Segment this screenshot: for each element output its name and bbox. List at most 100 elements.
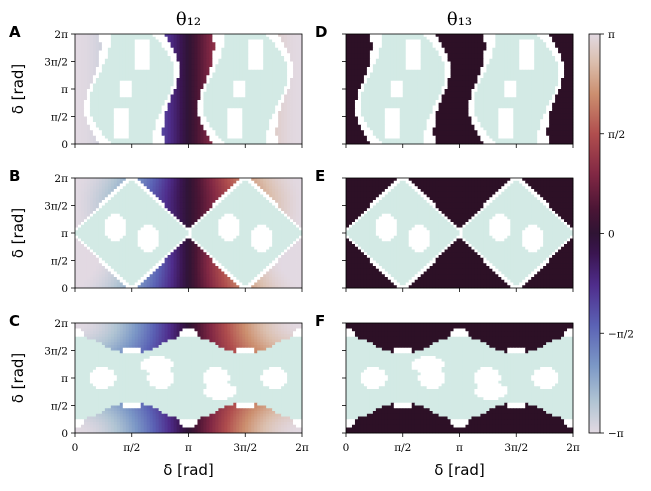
heatmap-cell: [101, 67, 106, 71]
heatmap-cell: [230, 178, 234, 182]
heatmap-cell: [296, 105, 300, 109]
heatmap-cell: [221, 91, 225, 95]
heatmap-cell: [113, 36, 118, 40]
heatmap-cell: [287, 208, 291, 212]
heatmap-cell: [191, 116, 195, 120]
heatmap-cell: [299, 205, 303, 209]
heatmap-cell: [167, 216, 171, 220]
heatmap-cell: [170, 56, 174, 60]
heatmap-cell: [98, 138, 103, 142]
heatmap-cell: [260, 58, 264, 62]
heatmap-cell: [275, 191, 279, 195]
heatmap-cell: [75, 50, 79, 54]
heatmap-cell: [140, 230, 145, 234]
heatmap-cell: [230, 89, 234, 93]
heatmap-cell: [287, 211, 291, 215]
heatmap-cell: [257, 69, 261, 73]
heatmap-cell: [155, 244, 160, 248]
heatmap-cell: [296, 53, 300, 57]
heatmap-cell: [299, 67, 303, 71]
heatmap-cell: [275, 111, 279, 115]
heatmap-cell: [272, 45, 276, 49]
heatmap-cell: [254, 191, 258, 195]
heatmap-cell: [113, 208, 118, 212]
heatmap-cell: [134, 58, 139, 62]
heatmap-cell: [245, 224, 249, 228]
heatmap-cell: [170, 178, 174, 182]
heatmap-cell: [182, 219, 186, 223]
heatmap-cell: [200, 86, 204, 90]
heatmap-cell: [146, 138, 151, 142]
heatmap-cell: [275, 80, 279, 84]
heatmap-cell: [146, 202, 151, 206]
heatmap-cell: [182, 119, 186, 123]
heatmap-cell: [167, 180, 171, 184]
heatmap-cell: [242, 124, 246, 128]
heatmap-cell: [275, 113, 279, 117]
heatmap-cell: [92, 205, 97, 209]
heatmap-cell: [254, 233, 258, 237]
heatmap-cell: [206, 241, 210, 245]
heatmap-cell: [86, 178, 91, 182]
heatmap-cell: [77, 124, 82, 128]
heatmap-cell: [86, 211, 91, 215]
heatmap-cell: [137, 69, 142, 73]
heatmap-cell: [263, 213, 267, 217]
heatmap-cell: [86, 42, 91, 46]
heatmap-cell: [197, 224, 201, 228]
heatmap-cell: [77, 208, 82, 212]
heatmap-cell: [125, 230, 130, 234]
heatmap-cell: [299, 100, 303, 104]
heatmap-cell: [164, 80, 168, 84]
heatmap-cell: [155, 130, 160, 134]
heatmap-cell: [119, 75, 124, 79]
heatmap-cell: [191, 111, 195, 115]
heatmap-cell: [95, 202, 100, 206]
heatmap-cell: [104, 219, 109, 223]
heatmap-cell: [77, 197, 82, 201]
heatmap-cell: [230, 64, 234, 68]
heatmap-cell: [269, 78, 273, 82]
heatmap-cell: [107, 238, 112, 242]
heatmap-cell: [197, 105, 201, 109]
heatmap-cell: [191, 61, 195, 65]
heatmap-cell: [290, 56, 294, 60]
heatmap-cell: [188, 235, 192, 239]
heatmap-cell: [155, 216, 160, 220]
heatmap-cell: [206, 244, 210, 248]
heatmap-cell: [104, 189, 109, 193]
heatmap-cell: [296, 178, 300, 182]
heatmap-cell: [101, 116, 106, 120]
heatmap-cell: [113, 180, 118, 184]
heatmap-cell: [131, 216, 136, 220]
heatmap-cell: [134, 191, 139, 195]
heatmap-cell: [167, 56, 171, 60]
heatmap-cell: [278, 202, 282, 206]
heatmap-cell: [107, 89, 112, 93]
heatmap-cell: [227, 213, 231, 217]
heatmap-cell: [75, 56, 79, 60]
heatmap-cell: [278, 105, 282, 109]
heatmap-cell: [191, 108, 195, 112]
heatmap-cell: [203, 86, 207, 90]
heatmap-cell: [227, 230, 231, 234]
heatmap-cell: [167, 241, 171, 245]
heatmap-cell: [233, 116, 237, 120]
heatmap-cell: [260, 56, 264, 60]
heatmap-cell: [230, 105, 234, 109]
heatmap-cell: [269, 58, 273, 62]
heatmap-cell: [266, 197, 270, 201]
heatmap-cell: [164, 191, 168, 195]
heatmap-cell: [113, 67, 118, 71]
heatmap-cell: [92, 45, 97, 49]
heatmap-cell: [83, 246, 88, 250]
heatmap-cell: [107, 124, 112, 128]
heatmap-cell: [89, 42, 94, 46]
heatmap-cell: [107, 50, 112, 54]
heatmap-cell: [188, 80, 192, 84]
heatmap-cell: [116, 189, 121, 193]
heatmap-cell: [239, 72, 243, 76]
heatmap-cell: [80, 102, 85, 106]
heatmap-cell: [194, 34, 198, 38]
heatmap-cell: [233, 189, 237, 193]
